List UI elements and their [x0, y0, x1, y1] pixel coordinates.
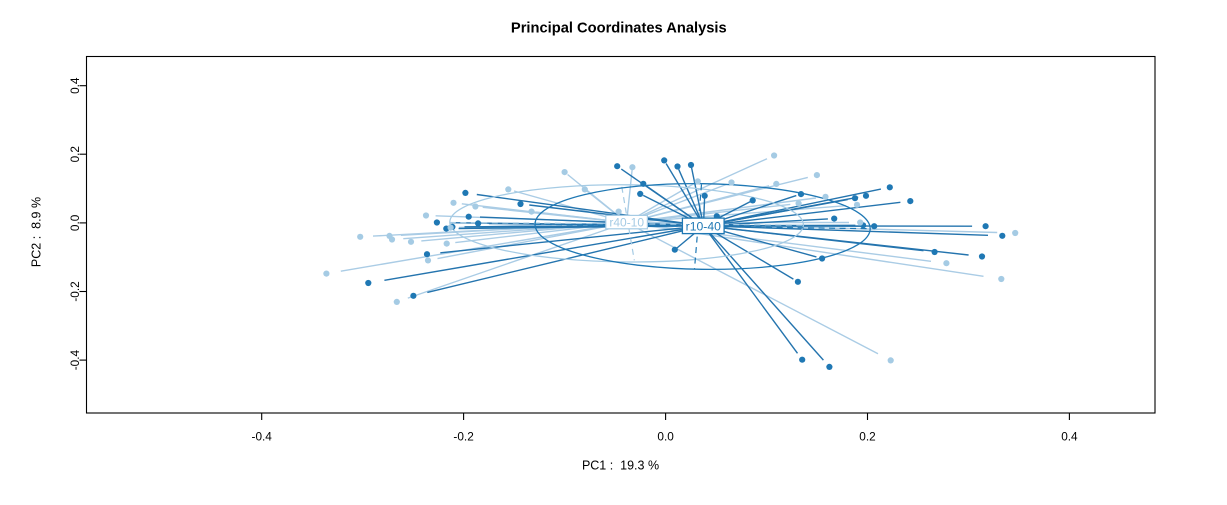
svg-text:-0.4: -0.4: [68, 349, 82, 370]
svg-text:0.4: 0.4: [1061, 430, 1078, 444]
svg-text:-0.2: -0.2: [453, 430, 473, 444]
svg-text:0.2: 0.2: [68, 146, 82, 162]
svg-text:0.4: 0.4: [68, 77, 82, 94]
svg-text:r10-40: r10-40: [686, 220, 721, 234]
svg-text:PC2 : 8.9 %: PC2 : 8.9 %: [30, 197, 44, 267]
svg-text:Principal Coordinates Analysis: Principal Coordinates Analysis: [511, 21, 727, 37]
svg-text:0.2: 0.2: [859, 430, 875, 444]
svg-text:0.0: 0.0: [657, 430, 674, 444]
svg-text:0.0: 0.0: [68, 214, 82, 231]
svg-text:-0.2: -0.2: [68, 281, 82, 301]
svg-text:-0.4: -0.4: [252, 430, 273, 444]
svg-text:PC1 : 19.3 %: PC1 : 19.3 %: [582, 459, 659, 473]
svg-text:r40-10: r40-10: [609, 216, 644, 230]
